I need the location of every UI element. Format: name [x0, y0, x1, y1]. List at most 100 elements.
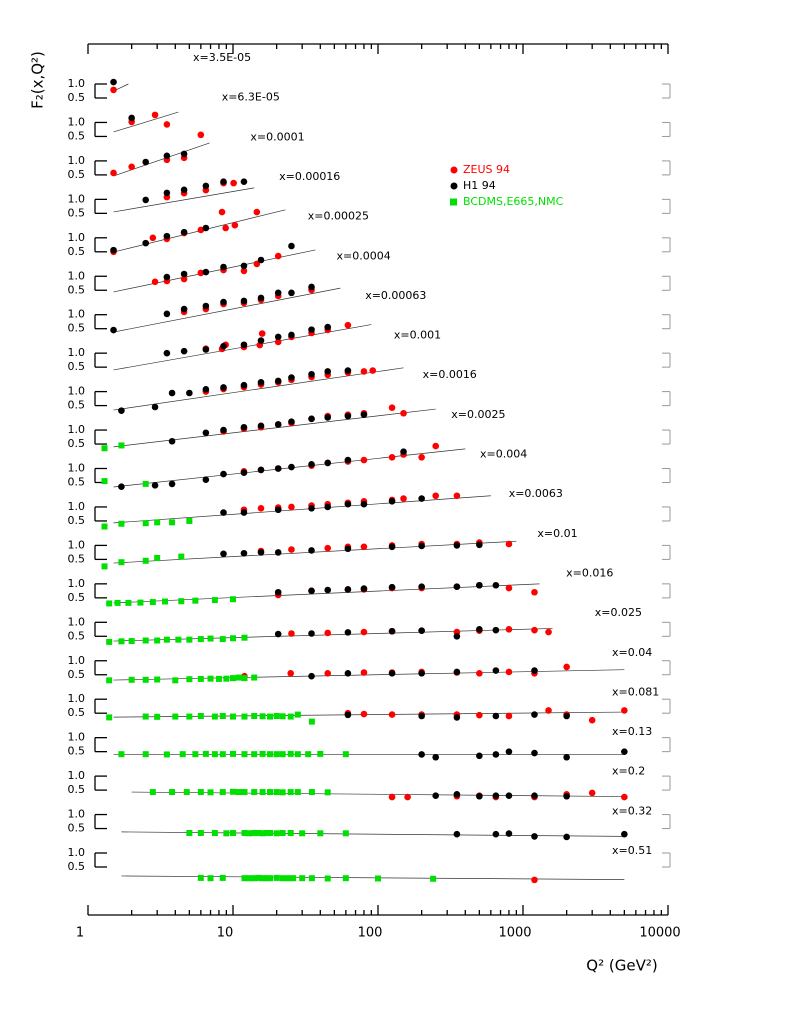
- data-point: [106, 638, 113, 645]
- bin-label: x=0.0016: [423, 368, 477, 381]
- data-point: [545, 707, 552, 714]
- y-tick-label: 1.0: [68, 115, 86, 128]
- data-point: [317, 750, 324, 757]
- y-tick-label: 0.5: [68, 706, 86, 719]
- data-point: [308, 370, 315, 378]
- data-point: [308, 875, 315, 882]
- data-point: [186, 389, 193, 397]
- data-point: [505, 792, 513, 799]
- data-point: [251, 674, 258, 681]
- data-point: [220, 178, 227, 186]
- data-point: [240, 509, 248, 516]
- data-point: [163, 349, 171, 357]
- data-point: [274, 252, 282, 260]
- data-point: [230, 596, 236, 603]
- data-point: [169, 519, 176, 526]
- data-point: [180, 275, 188, 283]
- data-point: [432, 492, 440, 500]
- bin-label: x=3.5E-05: [193, 51, 251, 64]
- data-point: [118, 520, 125, 527]
- data-point: [274, 333, 282, 341]
- data-point: [273, 789, 280, 796]
- data-point: [344, 456, 352, 464]
- data-point: [163, 751, 170, 758]
- data-point: [163, 273, 171, 281]
- data-point: [142, 520, 149, 527]
- data-point: [400, 448, 407, 456]
- y-tick-label: 1.0: [68, 423, 86, 436]
- data-point: [259, 789, 266, 796]
- data-point: [241, 713, 248, 720]
- data-point: [220, 470, 227, 478]
- data-point: [251, 713, 258, 719]
- data-point: [267, 751, 274, 758]
- data-point: [404, 793, 411, 801]
- data-point: [279, 875, 286, 882]
- data-point: [137, 599, 144, 606]
- data-point: [273, 874, 280, 881]
- data-point: [287, 830, 294, 837]
- bin-label: x=0.13: [612, 725, 652, 738]
- fit-line: [113, 495, 491, 524]
- data-point: [163, 121, 171, 128]
- fit-line: [113, 583, 540, 604]
- data-point: [344, 586, 352, 593]
- y-tick-label: 1.0: [68, 308, 86, 321]
- data-point: [180, 228, 188, 236]
- data-point: [324, 875, 331, 882]
- data-point: [186, 830, 193, 837]
- data-point: [240, 549, 248, 557]
- data-point: [197, 675, 204, 682]
- data-point: [142, 557, 149, 564]
- data-point: [240, 178, 248, 186]
- data-point: [128, 163, 135, 171]
- y-tick-label: 1.0: [68, 269, 86, 282]
- y-tick-label: 0.5: [68, 783, 86, 796]
- bin-label: x=0.001: [394, 329, 441, 342]
- data-point: [241, 751, 248, 758]
- data-point: [308, 505, 315, 512]
- data-point: [344, 711, 352, 719]
- data-point: [274, 377, 282, 385]
- data-point: [360, 456, 368, 464]
- y-tick-label: 0.5: [68, 91, 86, 104]
- data-point: [476, 670, 483, 677]
- data-point: [202, 386, 210, 393]
- legend-label: BCDMS,E665,NMC: [463, 195, 564, 208]
- data-point: [545, 628, 552, 636]
- x-axis-label: Q² (GeV²): [586, 957, 657, 975]
- data-point: [274, 289, 282, 297]
- y-tick-label: 0.5: [68, 629, 86, 642]
- bin-label: x=0.00016: [279, 170, 340, 183]
- data-point: [118, 751, 125, 758]
- data-point: [162, 598, 169, 605]
- data-point: [453, 633, 461, 640]
- data-point: [453, 668, 461, 676]
- data-point: [344, 545, 352, 553]
- data-point: [476, 711, 483, 719]
- data-point: [287, 713, 294, 720]
- data-point: [186, 713, 193, 720]
- data-point: [305, 751, 312, 758]
- bin-label: x=0.0025: [451, 408, 505, 421]
- data-point: [202, 750, 209, 757]
- data-point: [288, 289, 295, 297]
- data-point: [202, 302, 210, 310]
- data-point: [505, 626, 513, 633]
- data-point: [621, 793, 628, 801]
- data-point: [218, 208, 226, 216]
- data-point: [257, 337, 265, 344]
- data-point: [118, 442, 125, 449]
- data-point: [388, 543, 396, 551]
- data-point: [418, 542, 425, 550]
- bin-label: x=0.081: [612, 685, 659, 698]
- data-point: [288, 331, 295, 339]
- data-point: [324, 629, 332, 637]
- data-point: [588, 789, 596, 797]
- data-point: [149, 599, 156, 606]
- data-point: [219, 636, 226, 643]
- fit-line: [113, 367, 404, 411]
- y-tick-label: 0.5: [68, 476, 86, 489]
- data-point: [101, 523, 108, 530]
